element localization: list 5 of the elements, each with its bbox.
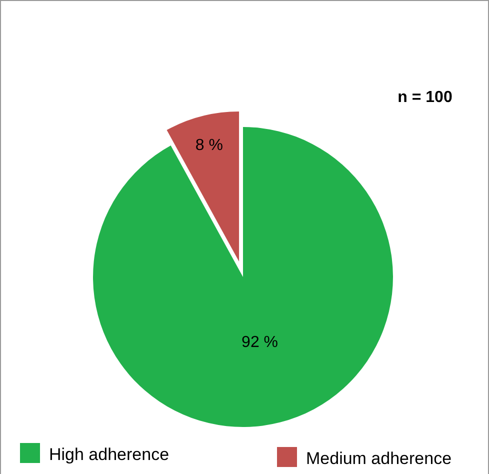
text: n = 100 [398, 89, 452, 106]
data-label: 8 % [195, 136, 223, 154]
legend-label: High adherence [49, 445, 170, 464]
legend-label: Medium adherence [306, 449, 452, 468]
data-label: 92 % [242, 334, 278, 351]
